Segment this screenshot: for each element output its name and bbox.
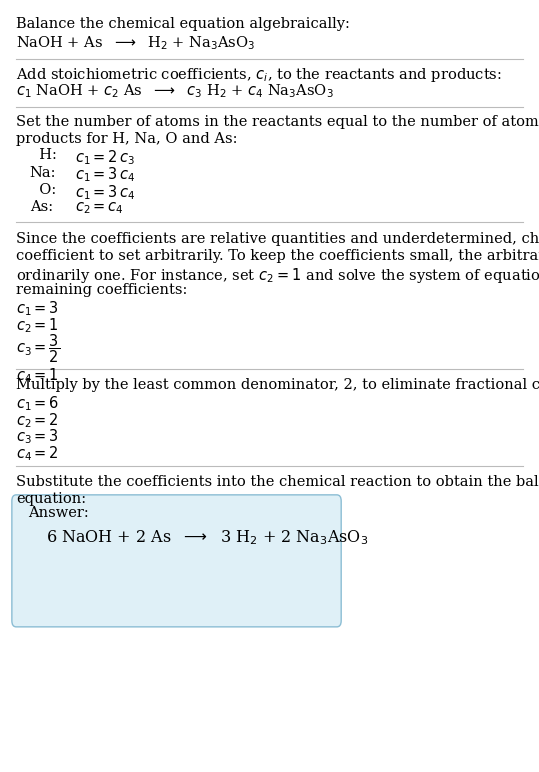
Text: 6 NaOH + 2 As  $\longrightarrow$  3 H$_2$ + 2 Na$_3$AsO$_3$: 6 NaOH + 2 As $\longrightarrow$ 3 H$_2$ …: [46, 528, 368, 547]
Text: $c_3 = \dfrac{3}{2}$: $c_3 = \dfrac{3}{2}$: [16, 333, 60, 365]
Text: coefficient to set arbitrarily. To keep the coefficients small, the arbitrary va: coefficient to set arbitrarily. To keep …: [16, 249, 539, 262]
Text: $c_1 = 3\,c_4$: $c_1 = 3\,c_4$: [75, 183, 136, 201]
Text: $c_4 = 1$: $c_4 = 1$: [16, 367, 59, 385]
Text: Answer:: Answer:: [28, 506, 89, 520]
Text: $c_1 = 3$: $c_1 = 3$: [16, 300, 59, 318]
Text: Since the coefficients are relative quantities and underdetermined, choose a: Since the coefficients are relative quan…: [16, 232, 539, 245]
Text: $c_1 = 6$: $c_1 = 6$: [16, 394, 59, 413]
Text: Balance the chemical equation algebraically:: Balance the chemical equation algebraica…: [16, 17, 350, 31]
Text: $c_1$ NaOH + $c_2$ As  $\longrightarrow$  $c_3$ H$_2$ + $c_4$ Na$_3$AsO$_3$: $c_1$ NaOH + $c_2$ As $\longrightarrow$ …: [16, 83, 334, 100]
Text: O:: O:: [30, 183, 56, 197]
Text: $c_2 = 2$: $c_2 = 2$: [16, 411, 59, 430]
Text: Na:: Na:: [30, 165, 56, 180]
Text: Add stoichiometric coefficients, $c_i$, to the reactants and products:: Add stoichiometric coefficients, $c_i$, …: [16, 66, 502, 83]
Text: remaining coefficients:: remaining coefficients:: [16, 283, 188, 296]
Text: H:: H:: [30, 148, 57, 162]
Text: As:: As:: [30, 200, 53, 215]
Text: $c_2 = 1$: $c_2 = 1$: [16, 317, 59, 335]
Text: Set the number of atoms in the reactants equal to the number of atoms in the: Set the number of atoms in the reactants…: [16, 115, 539, 129]
Text: Substitute the coefficients into the chemical reaction to obtain the balanced: Substitute the coefficients into the che…: [16, 475, 539, 489]
Text: ordinarily one. For instance, set $c_2 = 1$ and solve the system of equations fo: ordinarily one. For instance, set $c_2 =…: [16, 266, 539, 285]
Text: $c_2 = c_4$: $c_2 = c_4$: [75, 200, 125, 216]
Text: NaOH + As  $\longrightarrow$  H$_2$ + Na$_3$AsO$_3$: NaOH + As $\longrightarrow$ H$_2$ + Na$_…: [16, 34, 255, 52]
Text: products for H, Na, O and As:: products for H, Na, O and As:: [16, 132, 238, 146]
Text: $c_1 = 3\,c_4$: $c_1 = 3\,c_4$: [75, 165, 136, 185]
Text: Multiply by the least common denominator, 2, to eliminate fractional coefficient: Multiply by the least common denominator…: [16, 378, 539, 391]
Text: $c_1 = 2\,c_3$: $c_1 = 2\,c_3$: [75, 148, 136, 167]
FancyBboxPatch shape: [12, 495, 341, 627]
Text: $c_4 = 2$: $c_4 = 2$: [16, 445, 59, 463]
Text: equation:: equation:: [16, 492, 86, 506]
Text: $c_3 = 3$: $c_3 = 3$: [16, 428, 59, 446]
